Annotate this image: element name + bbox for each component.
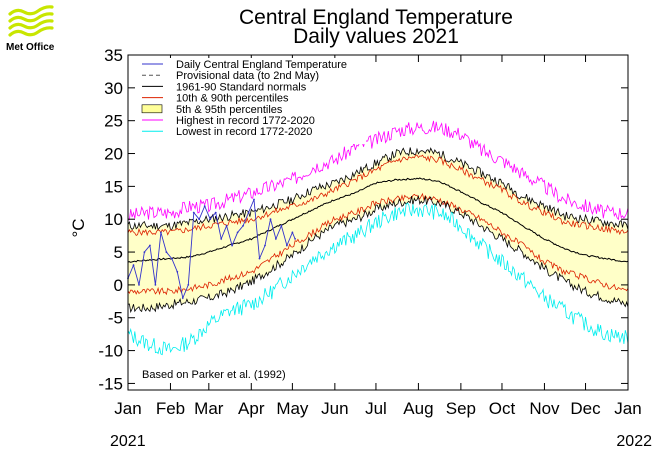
daily-point: [294, 238, 296, 240]
y-tick-label: 0: [114, 276, 123, 295]
legend-entry: 5th & 95th percentiles: [176, 104, 283, 116]
x-tick-label: Nov: [529, 399, 560, 418]
logo-wave: [8, 26, 54, 37]
logo-text: Met Office: [6, 42, 55, 53]
daily-point: [176, 270, 179, 273]
series-1961-90-standard-normals: [127, 177, 629, 263]
chart-title: Central England Temperature: [239, 6, 513, 29]
y-tick-label: 20: [104, 145, 123, 164]
daily-point: [275, 238, 277, 240]
legend-entry: Provisional data (to 2nd May): [176, 70, 319, 82]
x-tick-label: Aug: [403, 399, 433, 418]
daily-point: [231, 244, 234, 247]
y-tick-label: 10: [104, 210, 123, 229]
x-tick-label: Feb: [156, 399, 185, 418]
x-tick-label: Jun: [321, 399, 348, 418]
series-5th-percentile: [127, 194, 629, 314]
x-tick-label: Jan: [114, 399, 141, 418]
series-daily-cet: [127, 199, 296, 300]
daily-point: [138, 284, 140, 286]
legend-entry: Highest in record 1772-2020: [176, 115, 315, 127]
series-90th-percentile: [127, 154, 629, 237]
y-tick-label: 35: [104, 46, 123, 65]
daily-point: [220, 238, 223, 240]
met-office-wave-logo: [8, 5, 54, 37]
y-tick-label: 5: [114, 243, 123, 262]
source-annotation: Based on Parker et al. (1992): [142, 369, 286, 381]
daily-point: [149, 244, 151, 247]
legend-entry: Daily Central England Temperature: [176, 59, 347, 71]
daily-point: [236, 231, 239, 234]
logo-wave: [8, 5, 54, 16]
daily-point: [187, 284, 190, 286]
met-office-logo: Met Office: [6, 5, 55, 53]
daily-point: [192, 211, 195, 214]
series-95th-percentile: [127, 147, 629, 232]
daily-point: [280, 224, 283, 227]
daily-point: [225, 224, 228, 227]
logo-wave: [8, 12, 54, 23]
x-tick-label: Apr: [238, 399, 265, 418]
daily-point: [242, 224, 245, 227]
logo-wave: [8, 19, 54, 30]
daily-point: [247, 211, 250, 214]
daily-point: [286, 244, 288, 247]
daily-point: [269, 218, 272, 221]
y-tick-label: -5: [108, 309, 123, 328]
x-tick-label: Jul: [365, 399, 387, 418]
y-tick-label: 15: [104, 177, 123, 196]
daily-point: [160, 231, 162, 234]
y-tick-label: -15: [98, 374, 123, 393]
daily-point: [253, 198, 255, 201]
x-tick-label: Oct: [489, 399, 516, 418]
daily-point: [154, 284, 157, 286]
x-tick-label: Sep: [446, 399, 476, 418]
year-start-label: 2021: [110, 433, 146, 450]
x-tick-label: Jan: [614, 399, 641, 418]
daily-point: [203, 205, 206, 208]
legend-entry: Lowest in record 1772-2020: [176, 126, 312, 138]
y-tick-label: 25: [104, 112, 123, 131]
axis-ticks: 35 30 25 20 15 10 5 0 -5 -10 -15 Jan Feb Mar Apr May Jun…: [98, 46, 641, 418]
y-tick-label: 30: [104, 79, 123, 98]
x-tick-label: Mar: [194, 399, 224, 418]
legend-swatch: [141, 104, 163, 114]
daily-point: [264, 244, 266, 247]
daily-point: [214, 211, 217, 214]
daily-point: [181, 297, 184, 299]
legend-background: [136, 58, 366, 144]
daily-point: [143, 251, 146, 254]
x-tick-label: May: [276, 399, 309, 418]
series-10th-percentile: [127, 192, 629, 296]
year-end-label: 2022: [616, 433, 652, 450]
series-highest-in-record-1772-2020: [127, 120, 629, 221]
chart-subtitle: Daily values 2021: [293, 25, 459, 48]
daily-point: [258, 257, 261, 260]
daily-point: [209, 218, 212, 221]
legend-entry: 10th & 90th percentiles: [176, 93, 289, 105]
x-tick-label: Dec: [570, 399, 601, 418]
plot-frame: [127, 54, 629, 391]
daily-point: [165, 251, 168, 254]
daily-point: [198, 218, 201, 221]
y-tick-label: -10: [98, 342, 123, 361]
plot-area: [127, 54, 629, 391]
y-axis-label: °C: [69, 218, 88, 237]
series-lowest-in-record-1772-2020: [127, 202, 629, 356]
daily-point: [291, 231, 294, 234]
daily-point: [170, 257, 173, 260]
legend-entry: 1961-90 Standard normals: [176, 81, 307, 93]
percentile-5-95-band: [128, 147, 628, 312]
legend: Daily Central England TemperatureProvisi…: [136, 58, 366, 144]
daily-point: [132, 264, 135, 267]
